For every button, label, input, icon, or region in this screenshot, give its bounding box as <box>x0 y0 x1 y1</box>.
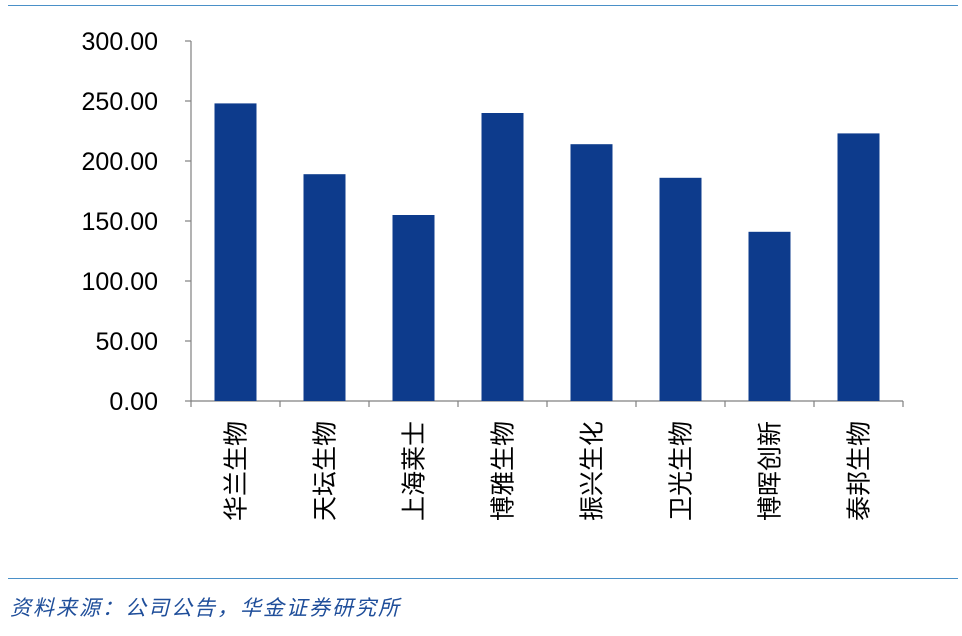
bar-1 <box>214 103 257 402</box>
bottom-rule <box>8 578 958 579</box>
x-tick-label: 上海莱士 <box>400 421 429 521</box>
y-tick-label: 250.00 <box>82 88 158 116</box>
x-tick-label: 泰邦生物 <box>845 421 874 521</box>
y-axis: 0.00 50.00 100.00 150.00 200.00 250.00 300.00 <box>82 28 192 416</box>
bars <box>214 103 880 402</box>
y-tick-label: 300.00 <box>82 28 158 56</box>
bar-8 <box>837 133 880 401</box>
x-tick-label: 卫光生物 <box>667 421 696 521</box>
y-tick-label: 100.00 <box>82 268 158 296</box>
y-tick-label: 150.00 <box>82 208 158 236</box>
x-tick-labels: 华兰生物 天坛生物 上海莱士 博雅生物 振兴生化 卫光生物 博晖创新 泰邦生物 <box>222 421 874 521</box>
bar-5 <box>570 144 613 401</box>
x-tick-label: 华兰生物 <box>222 421 251 521</box>
bar-4 <box>481 113 524 401</box>
bar-6 <box>659 177 702 401</box>
source-note: 资料来源：公司公告，华金证券研究所 <box>10 596 401 620</box>
bar-7 <box>748 231 791 401</box>
x-tick-label: 振兴生化 <box>578 421 607 521</box>
x-tick-label: 博雅生物 <box>489 421 518 521</box>
x-tick-label: 天坛生物 <box>311 421 340 521</box>
bar-chart: 0.0050.00100.00150.00200.00250.00300.00 … <box>82 28 904 521</box>
y-tick-label: 200.00 <box>82 148 158 176</box>
bar-2 <box>303 174 346 401</box>
y-tick-label: 0.00 <box>109 388 158 416</box>
x-tick-label: 博晖创新 <box>756 421 785 521</box>
bar-3 <box>392 215 435 401</box>
top-rule <box>8 5 958 6</box>
x-axis <box>190 400 904 407</box>
y-tick-label: 50.00 <box>95 328 158 356</box>
